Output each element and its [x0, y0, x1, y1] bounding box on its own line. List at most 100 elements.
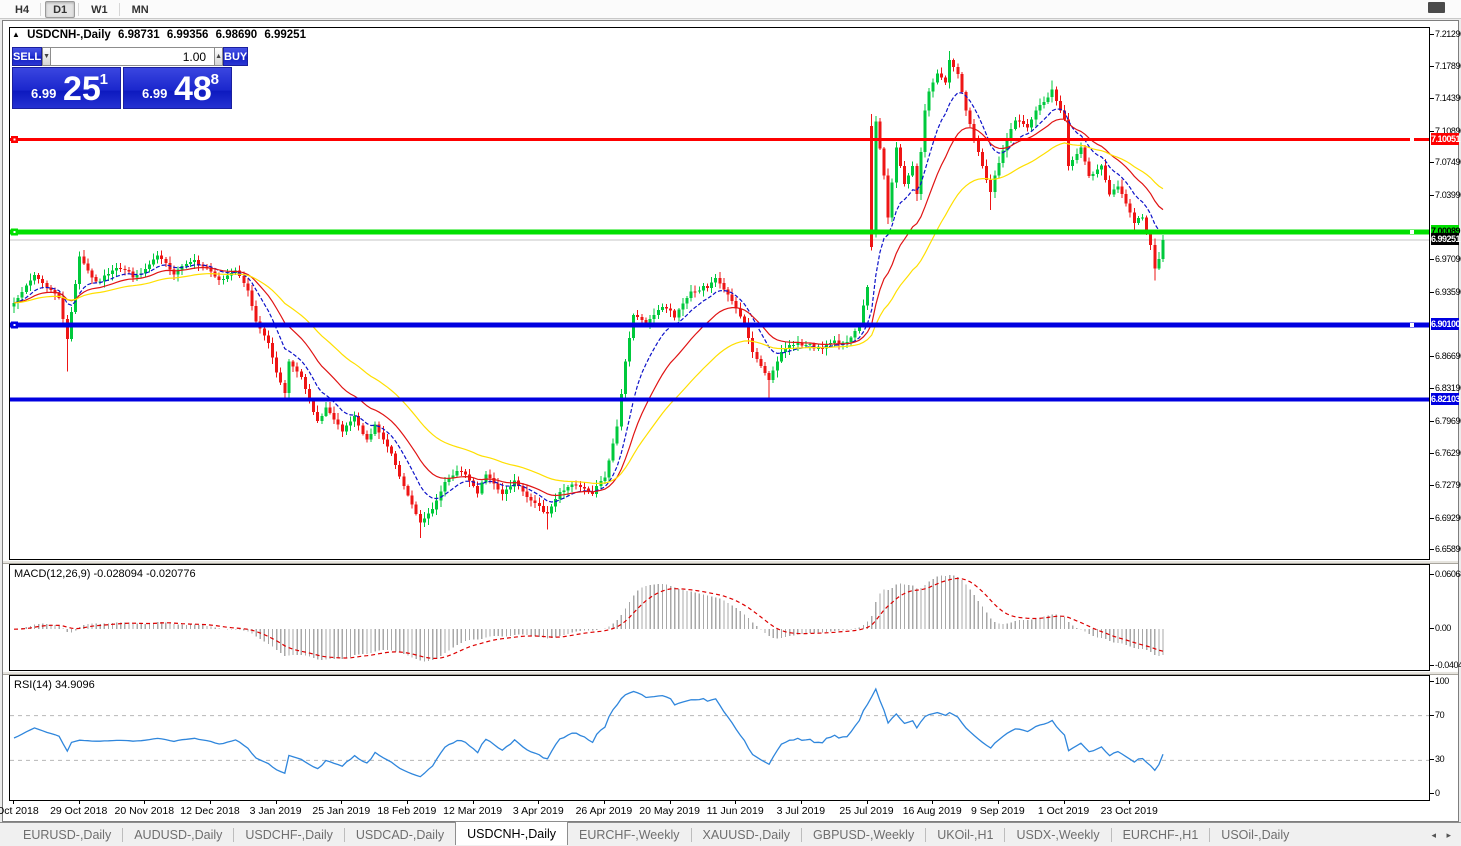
price-axis-tick — [1430, 162, 1434, 164]
buy-price-pip: 8 — [210, 71, 219, 88]
timeframe-button-d1[interactable]: D1 — [45, 0, 76, 18]
date-axis-tick — [1063, 801, 1065, 804]
price-axis-tick — [1430, 549, 1434, 551]
macd-axis-tick — [1430, 664, 1434, 666]
tab-ukoil-h1[interactable]: UKOil-,H1 — [937, 828, 994, 842]
buy-button[interactable]: BUY — [223, 47, 249, 66]
date-axis-tick — [735, 801, 737, 804]
tab-gbpusd-weekly[interactable]: GBPUSD-,Weekly — [813, 828, 915, 842]
price-axis-tick — [1430, 34, 1434, 36]
tab-separator — [1209, 828, 1211, 842]
toolbar-separator — [78, 2, 80, 16]
price-axis-tick — [1430, 194, 1434, 196]
tab-usoil-daily[interactable]: USOil-,Daily — [1221, 828, 1290, 842]
date-axis-label: 25 Jul 2019 — [839, 805, 894, 817]
price-axis: 7.21290 7.17890 7.14390 7.10890 7.07490 7.039… — [1430, 27, 1461, 560]
ohlc-low: 6.98690 — [215, 29, 258, 41]
tab-eurusd-daily[interactable]: EURUSD-,Daily — [23, 828, 112, 842]
date-axis-tick — [997, 801, 999, 804]
price-axis-tick — [1430, 291, 1434, 293]
ohlc-open: 6.98731 — [118, 29, 160, 41]
tab-separator — [925, 828, 927, 842]
date-axis-tick — [669, 801, 671, 804]
tab-usdcad-daily[interactable]: USDCAD-,Daily — [355, 828, 445, 842]
hline-price-tag: 7.10051 — [1431, 132, 1461, 145]
rsi-axis-label: 0 — [1435, 788, 1440, 798]
pane-splitter[interactable] — [3, 671, 1458, 675]
sell-price-pip: 1 — [99, 71, 108, 88]
rsi-label: RSI(14) 34.9096 — [14, 679, 95, 691]
one-click-trading-panel: SELL ▼ ▲ BUY 6.99 25 1 6.99 48 8 — [12, 47, 249, 109]
hline-price-tag: 6.90100 — [1431, 318, 1461, 331]
date-axis-tick — [341, 801, 343, 804]
price-axis-label: 6.97090 — [1435, 254, 1461, 265]
macd-indicator-pane[interactable]: MACD(12,26,9) -0.028094 -0.020776 — [9, 564, 1430, 671]
date-axis-label: 9 Sep 2019 — [971, 805, 1025, 817]
price-axis-tick — [1430, 388, 1434, 390]
price-axis-label: 7.10890 — [1435, 125, 1461, 136]
price-axis-tick — [1430, 98, 1434, 100]
date-axis-tick — [800, 801, 802, 804]
collapse-panel-icon[interactable]: ▲ — [12, 30, 20, 39]
tab-audusd-daily[interactable]: AUDUSD-,Daily — [134, 828, 223, 842]
rsi-indicator-pane[interactable]: RSI(14) 34.9096 — [9, 675, 1430, 801]
rsi-axis-label: 70 — [1435, 709, 1445, 720]
timeframe-toolbar: H4 D1 W1 MN — [0, 0, 1461, 19]
price-axis-label: 7.03990 — [1435, 189, 1461, 200]
tab-separator — [1110, 828, 1112, 842]
sell-button[interactable]: SELL — [12, 47, 43, 66]
tab-separator — [343, 828, 345, 842]
price-chart-pane[interactable] — [9, 27, 1430, 560]
timeframe-button-w1[interactable]: W1 — [91, 3, 108, 16]
toolbar-more-button[interactable] — [1428, 2, 1445, 13]
tab-usdcnh-daily[interactable]: USDCNH-,Daily — [455, 821, 569, 845]
tab-eurchf-weekly[interactable]: EURCHF-,Weekly — [579, 828, 680, 842]
ohlc-high: 6.99356 — [166, 29, 209, 41]
rsi-axis-tick — [1430, 681, 1434, 682]
tab-usdchf-daily[interactable]: USDCHF-,Daily — [245, 828, 333, 842]
rsi-axis-tick — [1430, 793, 1434, 794]
date-axis-label: 3 Apr 2019 — [512, 805, 564, 817]
symbol-tab-bar: EURUSD-,Daily AUDUSD-,Daily USDCHF-,Daily U… — [0, 821, 1461, 846]
date-axis-label: 16 Aug 2019 — [902, 805, 962, 817]
price-axis-label: 6.79690 — [1435, 415, 1461, 426]
date-axis-tick — [275, 801, 277, 804]
date-axis-tick — [603, 801, 605, 804]
price-axis-label: 7.17890 — [1435, 60, 1461, 71]
sell-price-button[interactable]: 6.99 25 1 — [12, 67, 121, 109]
date-axis-tick — [13, 801, 14, 804]
price-axis-tick — [1430, 485, 1434, 487]
tab-separator — [801, 828, 803, 842]
volume-increase-button[interactable]: ▲ — [214, 47, 223, 66]
toolbar-separator — [40, 2, 42, 16]
date-axis-label: 3 Jul 2019 — [776, 805, 826, 817]
date-axis-label: 20 May 2019 — [639, 805, 700, 817]
price-axis-tick — [1430, 517, 1434, 519]
price-axis-label: 6.83190 — [1435, 383, 1461, 394]
rsi-axis-label: 100 — [1435, 676, 1449, 686]
volume-input[interactable] — [51, 47, 215, 66]
volume-decrease-button[interactable]: ▼ — [42, 47, 52, 66]
rsi-axis-tick — [1430, 714, 1434, 716]
tab-scroll-arrows[interactable]: ◂ ▸ — [1431, 830, 1455, 840]
timeframe-button-h4[interactable]: H4 — [15, 3, 30, 16]
price-axis-label: 7.21290 — [1435, 29, 1461, 40]
tab-separator — [233, 828, 235, 842]
date-axis-tick — [144, 801, 146, 804]
timeframe-button-mn[interactable]: MN — [131, 3, 149, 16]
price-axis-tick — [1430, 355, 1434, 357]
date-axis-tick — [932, 801, 934, 804]
tab-eurchf-h1[interactable]: EURCHF-,H1 — [1122, 828, 1199, 842]
macd-axis-tick — [1430, 628, 1434, 630]
price-axis-label: 7.07490 — [1435, 157, 1461, 168]
tab-usdx-weekly[interactable]: USDX-,Weekly — [1016, 828, 1100, 842]
rsi-axis-tick — [1430, 759, 1434, 761]
price-axis-tick — [1430, 420, 1434, 422]
buy-price-button[interactable]: 6.99 48 8 — [123, 67, 232, 109]
macd-axis-label: 0.060687 — [1435, 568, 1461, 579]
date-axis-tick — [1129, 801, 1131, 804]
tab-xauusd-daily[interactable]: XAUUSD-,Daily — [702, 828, 791, 842]
sell-price-prefix: 6.99 — [31, 86, 57, 101]
pane-splitter[interactable] — [3, 560, 1458, 564]
price-axis-label: 6.72790 — [1435, 480, 1461, 491]
